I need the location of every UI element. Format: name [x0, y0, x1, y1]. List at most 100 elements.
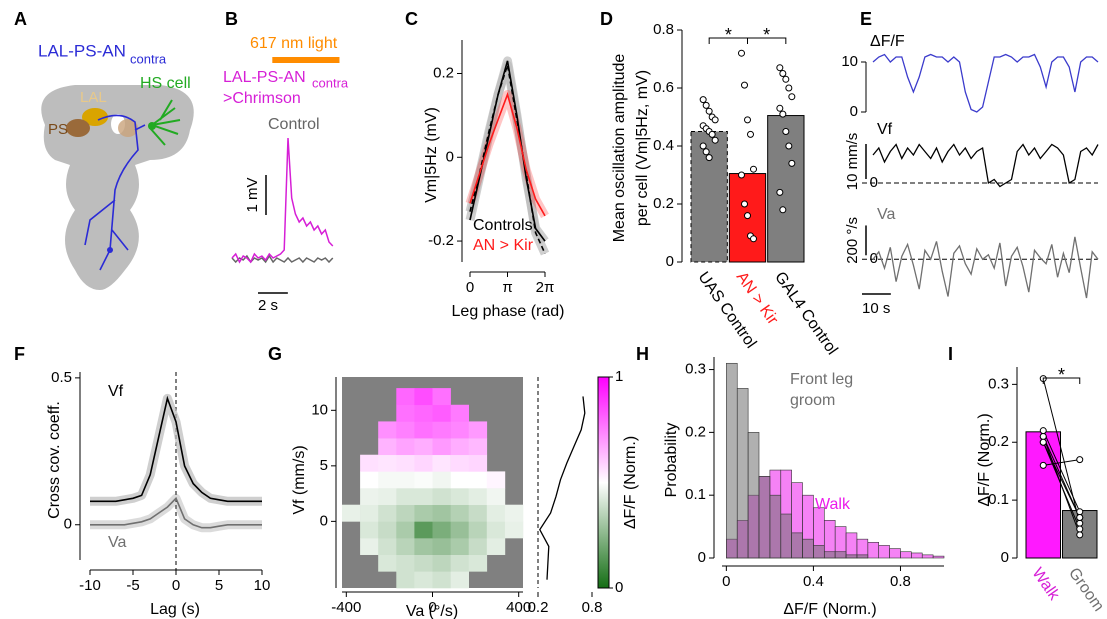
x-tick-label: π: [502, 279, 512, 296]
trace: [872, 236, 1099, 299]
point: [776, 188, 784, 196]
point: [702, 148, 710, 156]
x-tick-label: 0: [722, 573, 730, 590]
point: [744, 116, 751, 124]
heat-cell: [342, 504, 361, 522]
point: [788, 159, 796, 167]
heat-cell: [396, 554, 415, 572]
x-tick-label: -400: [331, 599, 361, 616]
x-tick-label: GAL4 Control: [771, 269, 841, 358]
point: [1076, 456, 1084, 464]
panel-label: G: [268, 344, 282, 364]
point: [782, 128, 790, 135]
colorbar-tick-label: 0: [615, 579, 623, 596]
hist-bar: [758, 476, 771, 559]
heat-cell: [378, 488, 397, 506]
y-tick-label: 0: [446, 148, 454, 165]
y-tick-label: 0: [698, 549, 706, 566]
heat-cell: [504, 504, 524, 522]
heat-cell: [450, 504, 469, 522]
heat-cell: [396, 488, 415, 506]
line: [90, 496, 262, 529]
heat-cell: [486, 488, 506, 506]
point: [750, 235, 757, 243]
heat-cell: [414, 421, 433, 439]
heat-cell: [414, 504, 433, 522]
x-tick-label: 0: [172, 577, 180, 594]
heat-cell: [432, 504, 451, 522]
point: [699, 142, 707, 150]
y-tick-label: 0: [64, 516, 72, 533]
heat-cell: [360, 538, 379, 555]
point: [705, 154, 713, 162]
heat-cell: [414, 454, 433, 472]
heat-cell: [450, 538, 469, 555]
neuron-label: LAL-PS-AN: [38, 41, 126, 60]
heat-cell: [432, 421, 451, 439]
point: [1039, 427, 1047, 435]
heat-cell: [378, 438, 397, 456]
heat-cell: [414, 554, 433, 572]
heat-cell: [396, 504, 415, 522]
scale-label-x: 2 s: [258, 297, 278, 314]
heat-cell: [450, 521, 469, 539]
hist-bar: [747, 432, 760, 559]
heat-cell: [378, 471, 397, 489]
heat-cell: [414, 538, 433, 555]
heat-cell: [360, 521, 379, 539]
an-soma: [107, 247, 113, 253]
heat-cell: [468, 521, 488, 539]
trace: [231, 137, 334, 264]
hist-bar: [769, 494, 782, 559]
point: [1076, 525, 1084, 533]
hist-bar: [889, 548, 901, 559]
heat-cell: [432, 571, 451, 589]
trace: [872, 53, 1099, 113]
hist-bar: [834, 551, 847, 559]
point: [702, 101, 710, 109]
hist-bar: [921, 554, 934, 559]
scale-label-y: 200 °/s: [844, 217, 861, 264]
heat-cell: [396, 521, 415, 539]
y-axis-label: Probability: [663, 423, 680, 498]
heat-cell: [432, 521, 451, 539]
hist-bar: [802, 538, 814, 559]
heat-cell: [396, 454, 415, 472]
heat-cell: [450, 421, 469, 439]
panel-label: F: [14, 344, 25, 364]
heat-cell: [450, 438, 469, 456]
panel-label: E: [860, 9, 872, 29]
trace-label: ΔF/F: [870, 33, 905, 50]
heat-cell: [396, 404, 415, 422]
series-label: Controls: [473, 217, 533, 234]
panel-label: D: [600, 9, 613, 29]
x-tick-label: 0: [428, 599, 436, 616]
sig-bracket: [747, 37, 787, 44]
x-tick-label: 5: [215, 577, 223, 594]
sig-bracket: [1042, 377, 1081, 384]
heat-cell: [414, 488, 433, 506]
point: [785, 142, 793, 150]
hist-bar: [856, 554, 869, 559]
hist-bar: [932, 555, 945, 559]
point: [711, 136, 719, 144]
heat-cell: [432, 454, 451, 472]
hs-soma: [148, 122, 156, 130]
sig-label: *: [763, 25, 770, 45]
heat-cell: [378, 421, 397, 439]
point: [738, 49, 745, 57]
heat-cell: [396, 438, 415, 456]
scale-label-y: 10 mm/s: [844, 133, 861, 191]
point: [705, 107, 713, 115]
heat-cell: [450, 554, 469, 572]
panel-label: A: [14, 9, 27, 29]
y-tick-label: 0.3: [988, 375, 1009, 392]
y-tick-label: 0.2: [653, 195, 674, 212]
y-tick-label: 10: [841, 53, 858, 70]
y-tick-label: 0.2: [988, 433, 1009, 450]
point: [741, 200, 748, 208]
hist-bar: [823, 551, 836, 559]
trace: [872, 143, 1099, 188]
y-tick-label: 0.6: [653, 79, 674, 96]
